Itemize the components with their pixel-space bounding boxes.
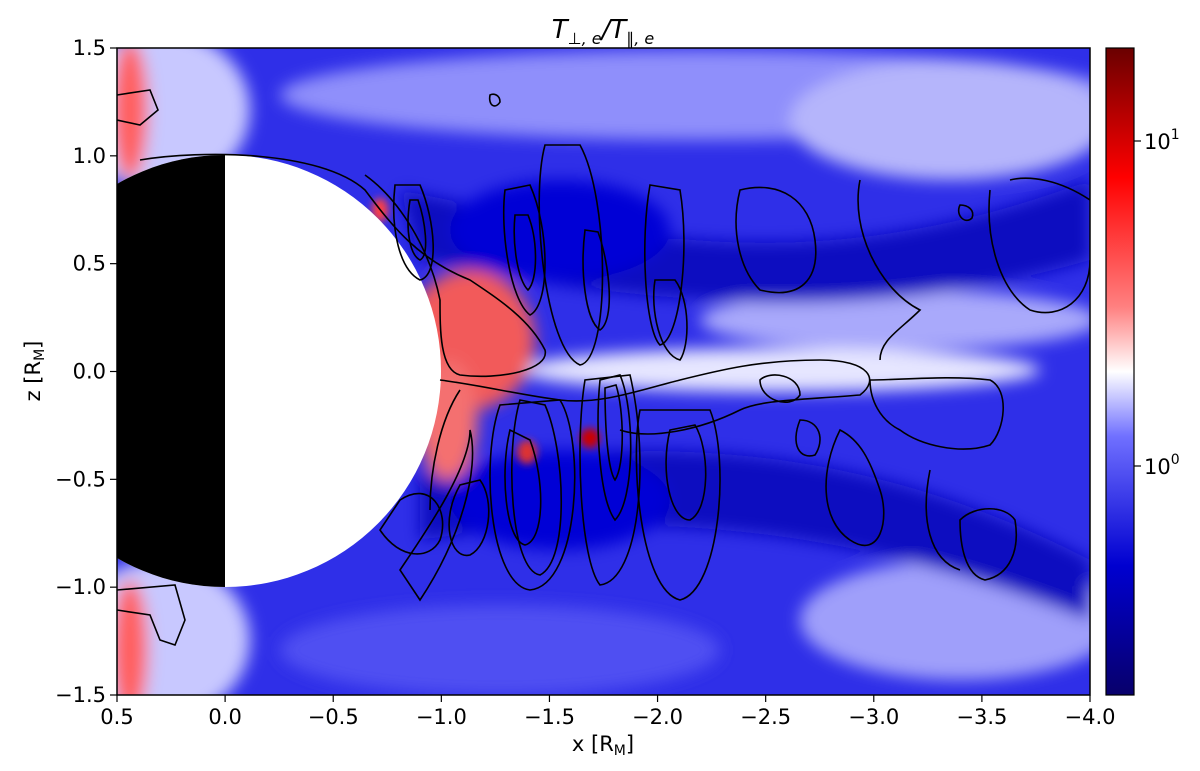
x-axis-label: x [RM] [572, 732, 634, 759]
y-tick-label: 0.5 [73, 252, 106, 276]
y-tick-label: 0.0 [73, 360, 106, 384]
x-tick-label: −1.0 [416, 705, 467, 729]
x-tick-label: −4.0 [1065, 705, 1116, 729]
y-tick-label: −0.5 [55, 467, 106, 491]
x-tick-label: −2.5 [740, 705, 791, 729]
x-tick-label: −3.0 [848, 705, 899, 729]
x-tick-label: −1.5 [524, 705, 575, 729]
colorbar: 101 100 [1105, 47, 1180, 696]
colorbar-tick-label-10-0: 100 [1144, 452, 1180, 479]
heatmap [117, 48, 1090, 695]
planet [117, 155, 441, 587]
y-tick-label: −1.0 [55, 575, 106, 599]
x-tick-label: 0.5 [100, 705, 133, 729]
planet-nightside [117, 155, 225, 587]
chart-title: T⊥, e/T∥, e [552, 15, 655, 48]
y-tick-label: 1.0 [73, 144, 106, 168]
x-tick-label: −3.5 [956, 705, 1007, 729]
colorbar-gradient [1105, 47, 1135, 696]
colorbar-tick-label-10-1: 101 [1144, 127, 1180, 154]
contour-lines [117, 89, 1090, 646]
x-tick-label: −2.0 [632, 705, 683, 729]
y-tick-label: 1.5 [73, 36, 106, 60]
x-tick-label: 0.0 [208, 705, 241, 729]
y-axis-ticks: −1.5 −1.0 −0.5 0.0 0.5 1.0 1.5 [55, 36, 117, 707]
x-axis-ticks: 0.5 0.0 −0.5 −1.0 −1.5 −2.0 −2.5 −3.0 −3.5 −4.0 [100, 695, 1116, 729]
y-axis-label: z [RM] [21, 341, 48, 402]
y-tick-label: −1.5 [55, 683, 106, 707]
x-tick-label: −0.5 [308, 705, 359, 729]
